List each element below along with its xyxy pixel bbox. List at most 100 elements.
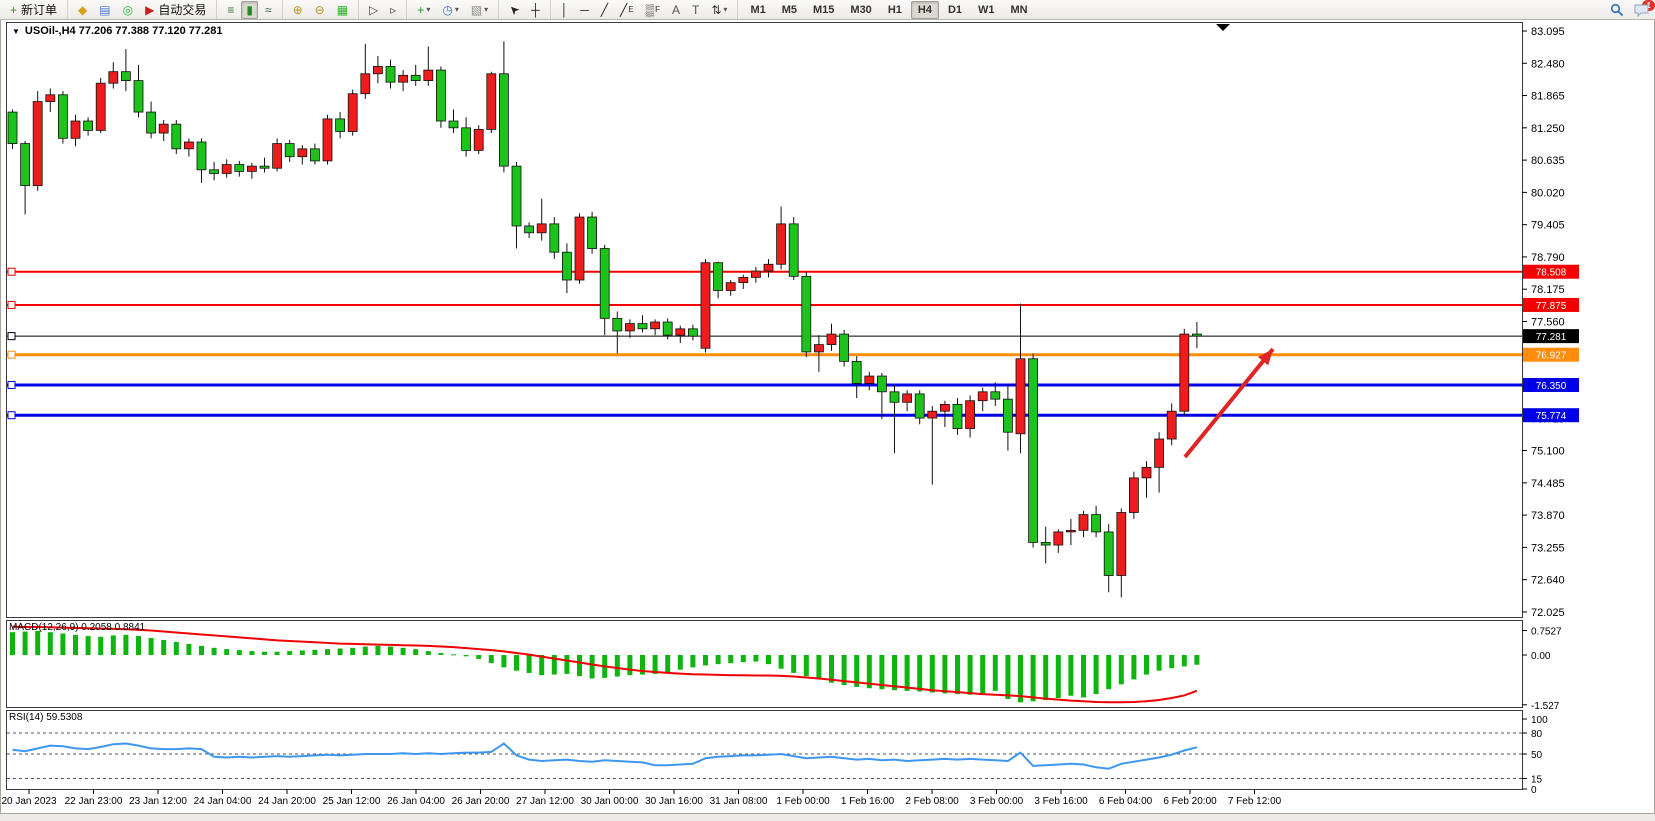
candle (625, 323, 635, 332)
line-chart-icon[interactable]: ≈ (264, 2, 272, 17)
text-icon[interactable]: A (672, 2, 681, 17)
bar-chart-icon[interactable]: ≡ (227, 2, 235, 17)
svg-text:0: 0 (1531, 785, 1537, 796)
tf-m1[interactable]: M1 (750, 3, 766, 16)
current-price-line-handle[interactable] (7, 332, 16, 341)
macd-bar (325, 649, 330, 655)
tf-m5[interactable]: M5 (781, 3, 797, 16)
macd-pane: 0.7527 0.00 -1.527 (10, 625, 1562, 712)
zoom-in-icon[interactable]: ⊕ (292, 2, 303, 17)
candle-chart-icon[interactable]: ▮ (241, 0, 258, 19)
svg-text:50: 50 (1531, 750, 1543, 761)
svg-text:30 Jan 00:00: 30 Jan 00:00 (581, 796, 639, 807)
tf-w1[interactable]: W1 (978, 3, 995, 16)
svg-text:78.508: 78.508 (1536, 268, 1567, 279)
candle (1116, 512, 1127, 576)
rsi-label: RSI(14) 59.5308 (9, 712, 83, 723)
channel-icon[interactable]: ╱ E (620, 2, 634, 17)
periods-icon[interactable]: ◷ ▾ (442, 2, 459, 17)
macd-bar (236, 650, 242, 655)
macd-bar (1093, 655, 1099, 695)
chart-ohlc-title[interactable]: ▼ USOil-,H4 77.206 77.388 77.120 77.281 (12, 25, 222, 37)
chart-shift-icon[interactable]: ▹ (390, 2, 397, 17)
templates-icon[interactable]: ▧ ▾ (470, 2, 489, 17)
macd-bar (1055, 655, 1061, 699)
svg-text:82.480: 82.480 (1531, 58, 1565, 70)
svg-text:80: 80 (1531, 729, 1543, 740)
candle (486, 73, 497, 130)
autotrade-button[interactable]: ▶ 自动交易 (145, 2, 207, 17)
tf-d1[interactable]: D1 (947, 3, 962, 16)
svg-text:81.865: 81.865 (1531, 91, 1565, 103)
vertical-line-icon[interactable]: │ (560, 2, 569, 17)
macd-bar (362, 646, 368, 655)
candle (435, 69, 446, 122)
svg-text:75.774: 75.774 (1536, 411, 1567, 422)
support-line-2-handle[interactable] (7, 411, 16, 420)
svg-text:79.405: 79.405 (1531, 220, 1565, 232)
macd-bar (22, 631, 28, 655)
label-icon[interactable]: T (692, 2, 700, 17)
support-line-1-handle[interactable] (7, 380, 16, 389)
macd-bar (866, 655, 872, 689)
svg-text:76.350: 76.350 (1536, 381, 1567, 392)
candle (927, 410, 938, 419)
ohlc-text: USOil-,H4 77.206 77.388 77.120 77.281 (24, 25, 223, 37)
macd-bar (60, 633, 66, 655)
macd-bar (904, 655, 910, 691)
macd-bar (1181, 655, 1187, 667)
tf-m30[interactable]: M30 (850, 3, 872, 16)
svg-text:73.870: 73.870 (1531, 510, 1565, 522)
resistance-line-2-handle[interactable] (7, 300, 16, 309)
tf-mn[interactable]: MN (1010, 3, 1028, 16)
candle (158, 123, 169, 134)
price-badge (1523, 264, 1579, 279)
svg-text:1 Feb 16:00: 1 Feb 16:00 (841, 796, 895, 807)
candle (7, 111, 18, 144)
macd-bar (123, 634, 129, 655)
macd-bar (488, 655, 494, 664)
candle (1091, 514, 1101, 533)
auto-scroll-icon[interactable]: ▷ (369, 2, 379, 17)
candle (990, 391, 1001, 400)
collapse-trading-panel-icon[interactable]: ▼ (12, 27, 20, 36)
crosshair-icon[interactable]: ┼ (531, 2, 540, 17)
trend-arrow[interactable] (1183, 347, 1275, 459)
cursor-icon[interactable]: ➤ (505, 0, 523, 19)
tf-m15[interactable]: M15 (813, 3, 835, 16)
time-axis: 20 Jan 2023 22 Jan 23:00 23 Jan 12:00 24 Ja… (1, 789, 1282, 807)
svg-text:23 Jan 12:00: 23 Jan 12:00 (129, 796, 187, 807)
data-window-icon[interactable]: ▤ (99, 2, 111, 17)
search-icon[interactable] (1609, 2, 1625, 18)
macd-bar (1043, 655, 1049, 700)
resistance-line-1-handle[interactable] (7, 267, 16, 276)
svg-text:78.790: 78.790 (1531, 252, 1565, 264)
tile-windows-icon[interactable]: ▦ (336, 2, 349, 17)
tf-h4[interactable]: H4 (910, 0, 939, 19)
candle (58, 94, 68, 139)
arrows-icon[interactable]: ⇅ ▾ (711, 2, 728, 17)
horizontal-line-icon[interactable]: ─ (580, 2, 589, 17)
macd-bar (1030, 655, 1036, 702)
indicators-icon[interactable]: + ▾ (417, 2, 431, 17)
candle (713, 262, 723, 291)
signals-icon[interactable]: ◎ (122, 2, 134, 17)
chat-icon[interactable]: 1 (1633, 0, 1655, 18)
zoom-out-icon[interactable]: ⊖ (314, 2, 325, 17)
macd-bar (942, 655, 948, 694)
fibonacci-icon[interactable]: ▒ F (645, 2, 660, 17)
svg-text:73.255: 73.255 (1531, 542, 1565, 554)
candle (788, 223, 799, 277)
svg-text:72.640: 72.640 (1531, 575, 1565, 587)
chart-shift-marker[interactable] (1216, 24, 1230, 31)
candle (448, 120, 459, 129)
macd-bar (73, 634, 78, 655)
trendline-icon[interactable]: ╱ (600, 2, 609, 17)
macd-bar (992, 655, 998, 691)
macd-bar (249, 651, 255, 655)
new-order-button[interactable]: + 新订单 (10, 2, 58, 17)
tf-h1[interactable]: H1 (887, 3, 902, 16)
macd-bar (854, 655, 860, 687)
funnel-icon[interactable]: ◆ (78, 2, 88, 17)
pivot-line-handle[interactable] (7, 350, 16, 359)
